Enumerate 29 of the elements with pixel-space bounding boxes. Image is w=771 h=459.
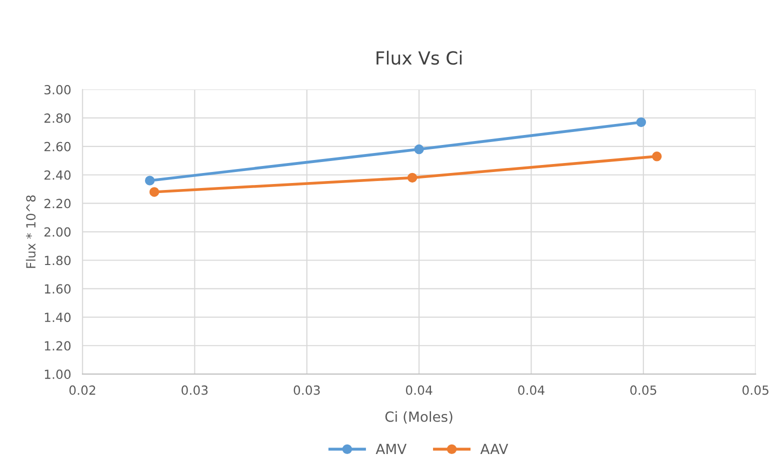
y-tick-label: 2.80: [44, 113, 71, 123]
point: [636, 117, 646, 128]
x-tick-label: 0.05: [630, 385, 656, 395]
legend-label: AMV: [376, 444, 407, 454]
y-tick-label: 2.40: [44, 170, 71, 180]
point: [144, 176, 155, 186]
x-axis-title: Ci (Moles): [385, 411, 452, 424]
point: [652, 152, 662, 162]
x-tick-label: 0.03: [182, 385, 208, 395]
y-axis-title: Flux * 10^8: [26, 195, 36, 268]
y-tick-label: 2.20: [44, 198, 71, 208]
y-tick-label: 1.40: [44, 312, 71, 322]
x-tick-label: 0.03: [294, 385, 320, 395]
point: [407, 172, 418, 183]
y-tick-label: 1.20: [44, 341, 71, 351]
y-tick-label: 3.00: [44, 84, 71, 94]
legend-label: AAV: [480, 444, 508, 454]
x-tick-label: 0.05: [742, 385, 768, 395]
y-tick-label: 1.80: [44, 256, 71, 266]
y-tick-label: 1.60: [44, 284, 71, 294]
x-tick-label: 0.02: [69, 385, 96, 395]
point: [149, 187, 160, 197]
chart-title: Flux Vs Ci: [376, 50, 462, 65]
x-tick-label: 0.04: [406, 385, 432, 395]
y-tick-label: 2.00: [44, 227, 71, 237]
y-tick-label: 2.60: [44, 142, 71, 152]
y-tick-label: 1.00: [44, 370, 71, 380]
x-tick-label: 0.04: [518, 385, 544, 395]
point: [414, 144, 424, 154]
